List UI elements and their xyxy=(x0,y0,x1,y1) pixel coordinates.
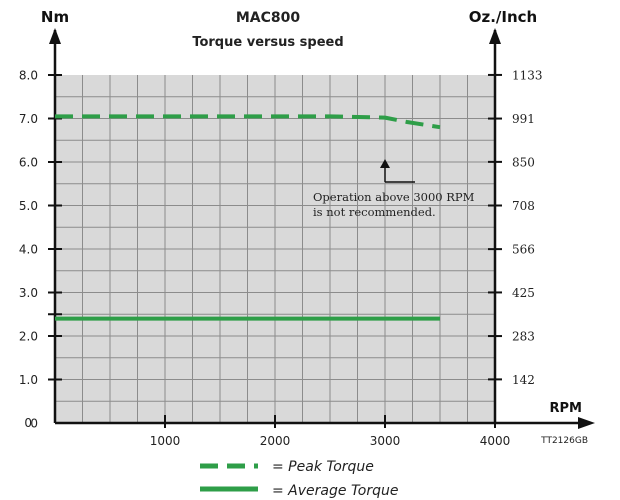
annotation-arrow-head xyxy=(380,159,390,168)
x-axis-label: RPM xyxy=(550,401,582,416)
bottom-axis-arrow xyxy=(578,417,595,429)
right-tick-label: 142 xyxy=(512,373,535,387)
annotation-line-1: Operation above 3000 RPM xyxy=(313,190,475,204)
right-tick-label: 566 xyxy=(512,243,535,257)
right-tick-label: 1133 xyxy=(512,68,543,82)
right-tick-label: 283 xyxy=(512,330,535,344)
bottom-tick-label: 4000 xyxy=(480,434,511,448)
right-tick-label: 991 xyxy=(512,112,535,126)
left-tick-label: 6.0 xyxy=(19,156,38,170)
legend-average-label: = Average Torque xyxy=(272,483,398,499)
left-tick-label: 0 xyxy=(30,417,38,431)
left-tick-label: 8.0 xyxy=(19,69,38,83)
chart-subtitle: Torque versus speed xyxy=(192,35,343,50)
bottom-tick-label: 1000 xyxy=(150,434,181,448)
legend-peak-label: = Peak Torque xyxy=(272,459,374,475)
left-tick-label: 2.0 xyxy=(19,330,38,344)
bottom-tick-label: 3000 xyxy=(370,434,401,448)
peak-torque-line xyxy=(55,114,441,130)
left-tick-label: 3.0 xyxy=(19,286,38,300)
annotation-line-2: is not recommended. xyxy=(313,205,436,219)
right-tick-label: 850 xyxy=(512,155,535,169)
right-tick-label: 708 xyxy=(512,199,535,213)
left-tick-label: 1.0 xyxy=(19,373,38,387)
left-tick-label: 4.0 xyxy=(19,243,38,257)
right-axis-unit: Oz./Inch xyxy=(469,8,538,26)
left-tick-label: 5.0 xyxy=(19,199,38,213)
bottom-tick-label: 2000 xyxy=(260,434,291,448)
left-axis-arrow xyxy=(49,28,61,44)
right-tick-label: 425 xyxy=(512,286,535,300)
figure-code: TT2126GB xyxy=(540,436,588,446)
origin-label: 0 xyxy=(24,416,32,430)
right-axis-arrow xyxy=(489,28,501,44)
left-tick-label: 7.0 xyxy=(19,112,38,126)
chart-title: MAC800 xyxy=(236,10,301,26)
left-axis-unit: Nm xyxy=(41,8,69,26)
